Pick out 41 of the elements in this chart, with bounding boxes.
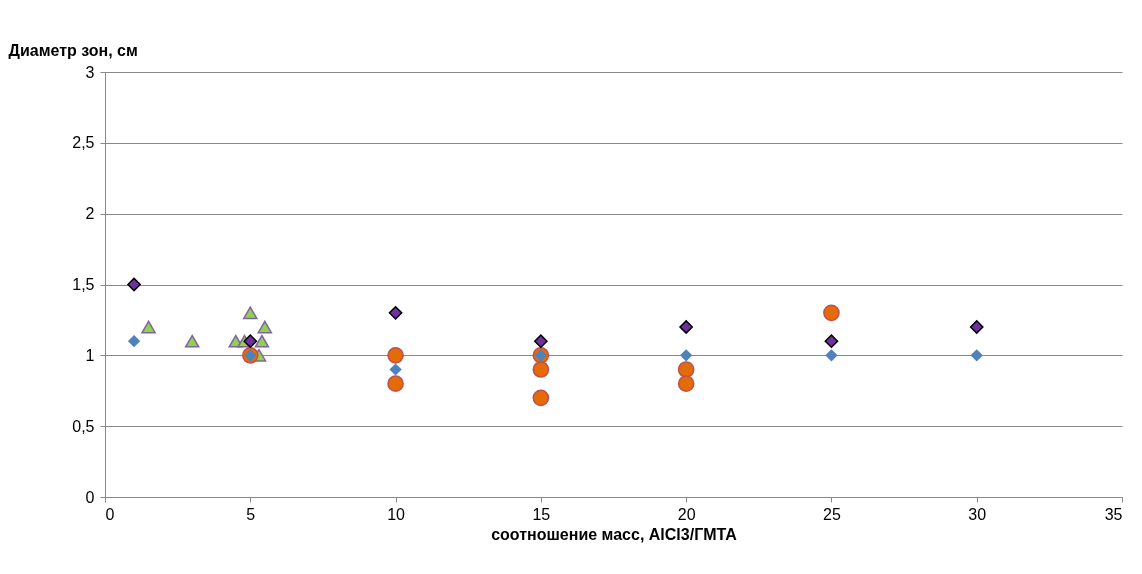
y-tick-label: 3 <box>85 63 95 81</box>
x-tick-label: 20 <box>677 505 696 523</box>
x-tick-label: 10 <box>387 505 406 523</box>
point <box>389 363 402 376</box>
x-tick-label: 5 <box>246 505 256 523</box>
x-tick-label: 35 <box>1104 505 1123 523</box>
point <box>127 335 141 348</box>
point <box>823 304 840 322</box>
y-axis-title: Диаметр зон, см <box>8 41 138 59</box>
point <box>533 334 548 349</box>
point <box>387 347 404 364</box>
point <box>388 305 403 320</box>
point <box>243 334 258 349</box>
y-tick-label: 1 <box>85 346 95 364</box>
y-tick-label: 1,5 <box>72 276 95 293</box>
y-tick-label: 0,5 <box>72 417 95 435</box>
y-tick-label: 2,5 <box>72 134 95 152</box>
point <box>680 349 693 362</box>
point <box>184 334 200 348</box>
point <box>127 277 141 292</box>
point <box>532 389 550 407</box>
point <box>387 375 404 392</box>
x-tick-label: 25 <box>823 505 841 523</box>
x-tick-label: 15 <box>532 505 551 523</box>
x-axis-title: соотношение масс, AlCl3/ГМТА <box>491 525 738 543</box>
point <box>970 349 983 362</box>
point <box>141 320 156 334</box>
point <box>824 334 839 349</box>
point <box>532 361 550 378</box>
point <box>969 320 984 334</box>
point <box>679 320 694 334</box>
x-tick-label: 0 <box>105 505 115 523</box>
point <box>257 320 273 334</box>
point <box>825 349 838 362</box>
y-tick-label: 0 <box>85 488 95 506</box>
x-tick-label: 30 <box>968 505 987 523</box>
point <box>677 361 695 378</box>
point <box>243 306 258 320</box>
y-tick-label: 2 <box>85 205 95 223</box>
point <box>677 375 695 392</box>
point <box>254 334 270 348</box>
